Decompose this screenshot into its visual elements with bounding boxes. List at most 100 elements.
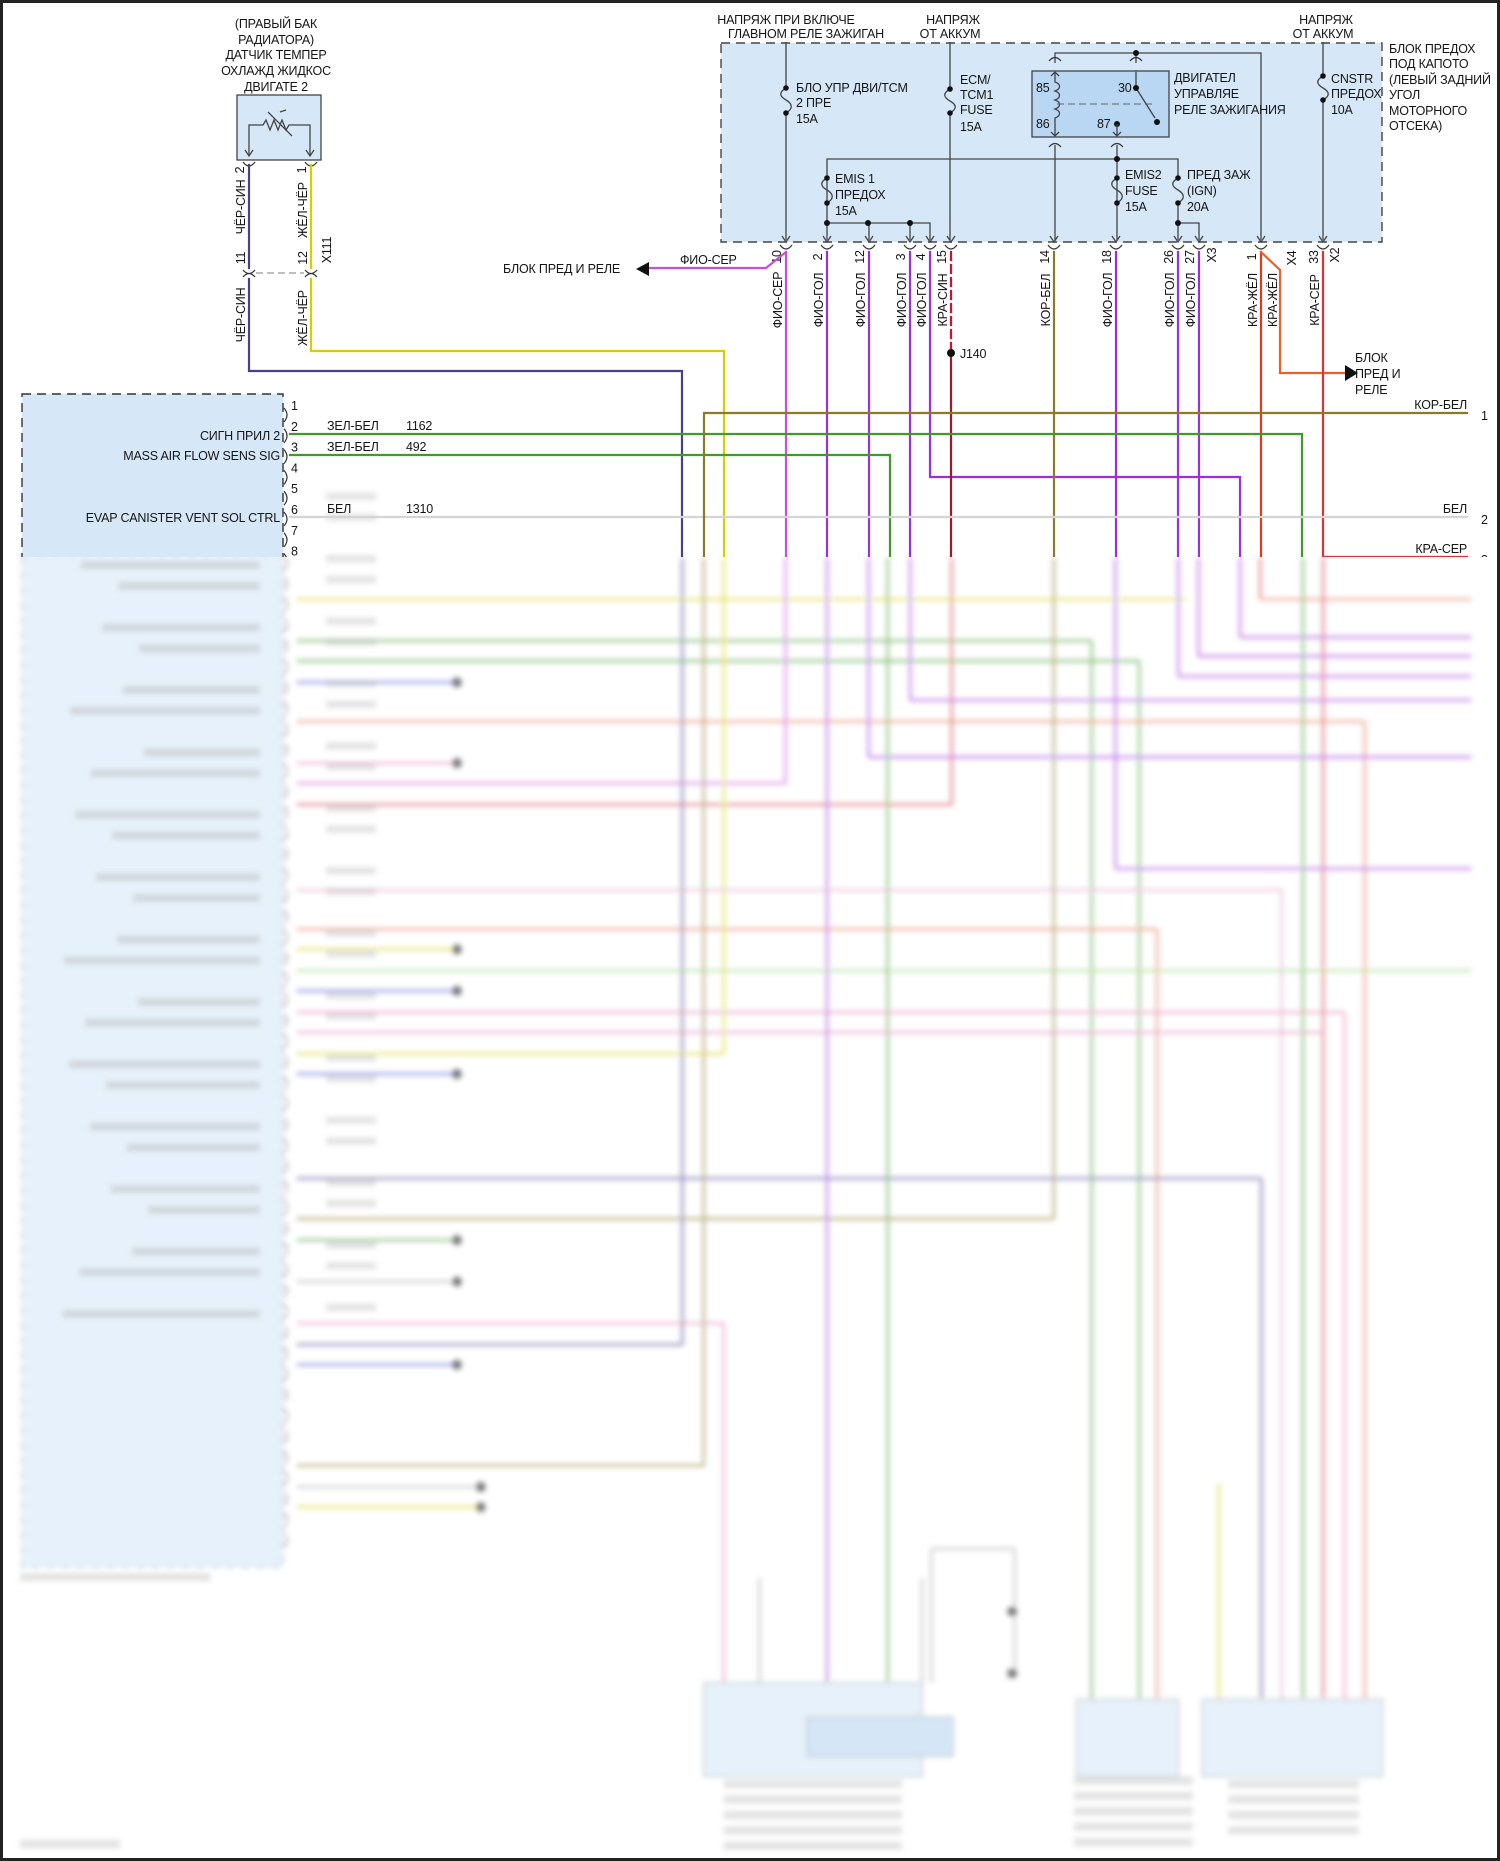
ecm-pin-socket: [283, 992, 288, 1008]
supply-label: НАПРЯЖ ПРИ ВКЛЮЧЕ: [717, 13, 854, 27]
wire-label: ЖЁЛ-ЧЁР: [296, 290, 310, 346]
right-connector-wire: КОР-БЕЛ: [1414, 398, 1467, 412]
right-connector-pin: 2: [1481, 513, 1488, 527]
ecm-pin-socket: [283, 971, 288, 987]
supply-label: ОТ АККУМ: [1293, 27, 1354, 41]
ignition-relay: 85 30 86 87 ДВИГАТЕЛ УПРАВЛЯЕ РЕЛЕ ЗАЖИГ…: [1031, 56, 1286, 148]
relay-coil-icon: [1050, 71, 1061, 137]
fuse-label: 15A: [1125, 200, 1148, 214]
fuse-icon: [821, 177, 833, 204]
blurred-text: [326, 617, 376, 625]
fuse-icon: [1172, 177, 1184, 204]
blurred-text: [123, 686, 260, 695]
ecm-pin-socket: [283, 1262, 288, 1278]
ecm-pin-socket: [283, 1283, 288, 1299]
ecm-pin-number: 7: [291, 524, 298, 538]
ecm-pin-socket: [283, 1242, 288, 1257]
blurred-text: [326, 950, 376, 958]
branch-wire-label: КРА-ЖЁЛ: [1266, 273, 1280, 327]
pin-arrow-icon: [946, 235, 956, 244]
blurred-text: [96, 873, 260, 882]
ecm-pin-socket: [283, 826, 288, 841]
supply-label: НАПРЯЖ: [1299, 13, 1353, 27]
ecm-pin-socket: [283, 1096, 288, 1112]
pin-arrow-icon: [1194, 235, 1204, 244]
fuse-label: 15A: [960, 120, 983, 134]
ecm-pins: 1 2 3 4 5 6 7 8: [283, 399, 298, 557]
ecm-pin-socket: [283, 1034, 288, 1049]
blurred-text: [91, 769, 260, 778]
ecm-pin-socket: [283, 1179, 288, 1195]
blurred-text: [1228, 1826, 1359, 1835]
blurred-text: [326, 1075, 376, 1083]
blurred-text: [326, 1012, 376, 1020]
blurred-text: [133, 893, 260, 902]
blurred-splice-dot: [475, 1502, 486, 1513]
fuse-label: TCM1: [960, 88, 993, 102]
ecm-pin-number: 5: [291, 482, 298, 496]
fuse-label: EMIS2: [1125, 168, 1162, 182]
pin-socket: [1254, 244, 1268, 250]
ecm-pin-socket: [283, 1408, 288, 1424]
ecm-pin-socket: [283, 1450, 288, 1465]
wire-kra-zhel-branch: [1259, 250, 1348, 375]
relay-label: ДВИГАТЕЛ: [1174, 71, 1236, 85]
pin-socket: [1316, 244, 1330, 250]
ecm-signal-label: СИГН ПРИЛ 2: [200, 429, 280, 443]
blurred-text: [69, 1060, 260, 1069]
blurred-text: [1073, 1791, 1193, 1800]
fuse-label: (IGN): [1187, 184, 1217, 198]
fuse-label: 2 ПРЕ: [796, 96, 831, 110]
ecm-pin-socket: [283, 1387, 288, 1403]
blurred-text: [326, 887, 376, 895]
blurred-splice-dot: [451, 1235, 462, 1246]
blurred-text: [85, 1018, 260, 1027]
ecm-pin-socket: [283, 428, 288, 444]
relay-label: УПРАВЛЯЕ: [1174, 87, 1239, 101]
destination-label: ПРЕД И: [1355, 367, 1400, 381]
fuse-icon: [1317, 75, 1329, 101]
ecm-pin-socket: [283, 722, 288, 737]
pin-socket: [820, 244, 834, 250]
connector-x111: 11 12 X111 ЧЁР-СИН ЖЁЛ-ЧЁР: [234, 236, 334, 345]
output-wire-label: КРА-ЖЁЛ: [1246, 273, 1260, 327]
ecm-module-box: [21, 393, 284, 557]
blurred-text: [75, 810, 260, 819]
output-wire-label: ФИО-ГОЛ: [1163, 273, 1177, 328]
relay-terminal: 30: [1118, 81, 1132, 95]
blurred-text: [326, 1054, 376, 1062]
output-pin-number: 14: [1038, 250, 1052, 264]
ecm-pin-socket: [283, 532, 288, 548]
output-pin-number: 26: [1162, 250, 1176, 264]
blurred-text: [1228, 1780, 1359, 1789]
fuse-label: 20A: [1187, 200, 1210, 214]
output-wire-label: КРА-СИН: [936, 273, 950, 326]
blurred-text: [106, 1081, 260, 1090]
ecm-pin-socket: [283, 909, 288, 924]
blurred-text: [326, 1116, 376, 1124]
fuse-block-title: (ЛЕВЫЙ ЗАДНИЙ: [1389, 72, 1491, 87]
pin-socket: [862, 244, 876, 250]
ecm-pin-socket: [283, 555, 288, 571]
ecm-pin-socket: [283, 1158, 288, 1174]
blurred-splice-dot: [1007, 1668, 1018, 1679]
fuse-label: EMIS 1: [835, 172, 875, 186]
ecm-pin-socket: [283, 888, 288, 904]
wire-label: ФИО-СЕР: [680, 253, 737, 267]
ecm-pin-socket: [283, 576, 288, 592]
ecm-pin-socket: [283, 680, 288, 696]
destination-label: БЛОК ПРЕД И РЕЛЕ: [503, 262, 620, 276]
blurred-text: [138, 997, 260, 1006]
pin-arrow-icon: [822, 235, 832, 244]
blurred-text: [326, 1137, 376, 1145]
relay-terminal: 86: [1036, 117, 1050, 131]
blurred-splice-dot: [451, 677, 462, 688]
output-pin-number: 10: [770, 250, 784, 264]
ecm-pin-socket: [283, 1491, 288, 1507]
ecm-signal-label: EVAP CANISTER VENT SOL CTRL: [86, 511, 280, 525]
fuse-label: CNSTR: [1331, 72, 1373, 86]
destination-label: БЛОК: [1355, 351, 1389, 365]
fuse-label: 10A: [1331, 103, 1354, 117]
blurred-text: [723, 1841, 902, 1850]
output-pin-number: 1: [1245, 253, 1259, 260]
